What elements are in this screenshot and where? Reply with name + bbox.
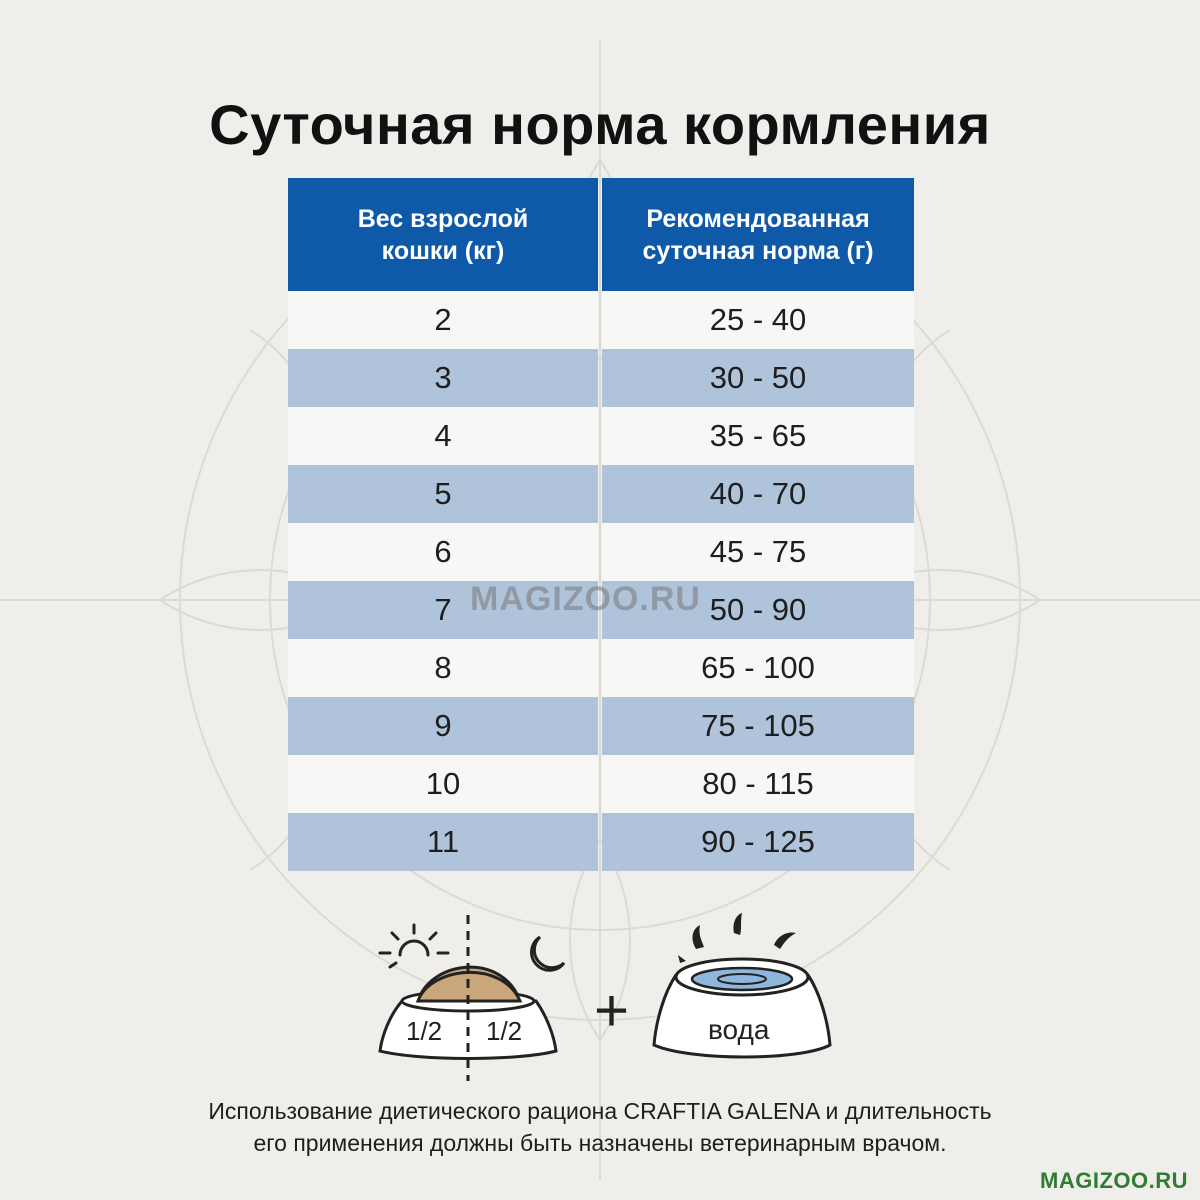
table-row: 7 50 - 90 bbox=[288, 581, 914, 639]
feeding-illustration bbox=[378, 913, 832, 1081]
weight-cell: 7 bbox=[288, 581, 598, 639]
norm-cell: 35 - 65 bbox=[602, 407, 914, 465]
norm-cell: 40 - 70 bbox=[602, 465, 914, 523]
table-row: 10 80 - 115 bbox=[288, 755, 914, 813]
half-right-label: 1/2 bbox=[486, 1016, 523, 1046]
footnote-line-1: Использование диетического рациона CRAFT… bbox=[208, 1098, 992, 1124]
weight-cell: 9 bbox=[288, 697, 598, 755]
table-row: 11 90 - 125 bbox=[288, 813, 914, 871]
norm-cell: 45 - 75 bbox=[602, 523, 914, 581]
moon-icon bbox=[530, 935, 566, 972]
weight-cell: 11 bbox=[288, 813, 598, 871]
weight-cell: 8 bbox=[288, 639, 598, 697]
norm-cell: 80 - 115 bbox=[602, 755, 914, 813]
table-row: 3 30 - 50 bbox=[288, 349, 914, 407]
table-header: Вес взрослой кошки (кг) Рекомендованная … bbox=[288, 178, 914, 291]
table-row: 8 65 - 100 bbox=[288, 639, 914, 697]
water-bowl-icon bbox=[652, 973, 832, 1059]
norm-cell: 75 - 105 bbox=[602, 697, 914, 755]
table-row: 9 75 - 105 bbox=[288, 697, 914, 755]
header-norm: Рекомендованная суточная норма (г) bbox=[602, 178, 914, 291]
header-norm-label: Рекомендованная суточная норма (г) bbox=[642, 204, 874, 265]
footnote: Использование диетического рациона CRAFT… bbox=[0, 1095, 1200, 1159]
brand-logo: MAGIZOO.RU bbox=[1040, 1168, 1188, 1193]
weight-cell: 2 bbox=[288, 291, 598, 349]
weight-cell: 6 bbox=[288, 523, 598, 581]
norm-cell: 65 - 100 bbox=[602, 639, 914, 697]
plus-sign: + bbox=[594, 977, 630, 1044]
weight-cell: 10 bbox=[288, 755, 598, 813]
page-title: Суточная норма кормления bbox=[209, 93, 991, 156]
weight-cell: 4 bbox=[288, 407, 598, 465]
weight-cell: 3 bbox=[288, 349, 598, 407]
table-row: 6 45 - 75 bbox=[288, 523, 914, 581]
watermark: MAGIZOO.RU bbox=[470, 580, 701, 618]
half-left-label: 1/2 bbox=[406, 1016, 443, 1046]
header-weight: Вес взрослой кошки (кг) bbox=[288, 178, 598, 291]
sun-icon bbox=[378, 923, 450, 969]
weight-cell: 5 bbox=[288, 465, 598, 523]
norm-cell: 90 - 125 bbox=[602, 813, 914, 871]
table-row: 2 25 - 40 bbox=[288, 291, 914, 349]
water-splash-icon bbox=[678, 913, 796, 963]
norm-cell: 25 - 40 bbox=[602, 291, 914, 349]
footnote-line-2: его применения должны быть назначены вет… bbox=[253, 1130, 947, 1156]
table-row: 5 40 - 70 bbox=[288, 465, 914, 523]
table-row: 4 35 - 65 bbox=[288, 407, 914, 465]
water-label: вода bbox=[708, 1014, 770, 1045]
header-weight-label: Вес взрослой кошки (кг) bbox=[357, 204, 529, 265]
norm-cell: 30 - 50 bbox=[602, 349, 914, 407]
norm-cell: 50 - 90 bbox=[602, 581, 914, 639]
feeding-table: Вес взрослой кошки (кг) Рекомендованная … bbox=[288, 178, 914, 871]
